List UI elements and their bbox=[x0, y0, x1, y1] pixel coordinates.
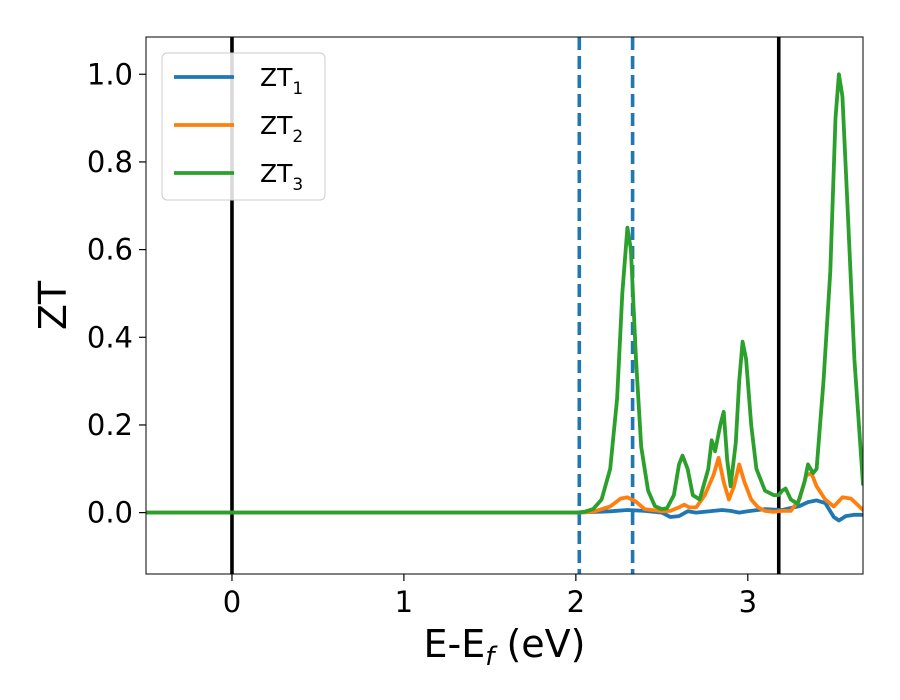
legend-label-zt3: ZT3 bbox=[260, 159, 303, 195]
y-tick-label: 0.4 bbox=[87, 320, 133, 354]
x-tick-label: 3 bbox=[739, 585, 757, 619]
x-axis-label: E-Ef (eV) bbox=[424, 622, 586, 672]
y-tick-label: 0.0 bbox=[87, 496, 133, 530]
x-tick-label: 2 bbox=[567, 585, 585, 619]
y-tick-label: 0.6 bbox=[87, 233, 133, 267]
legend-label-zt2: ZT2 bbox=[260, 111, 303, 147]
x-tick-label: 0 bbox=[223, 585, 241, 619]
legend: ZT1 ZT2 ZT3 bbox=[161, 52, 326, 201]
y-axis-ticks: 0.0 0.2 0.4 0.6 0.8 1.0 bbox=[87, 57, 146, 530]
axes-frame bbox=[145, 36, 864, 575]
x-tick-label: 1 bbox=[395, 585, 413, 619]
y-tick-label: 1.0 bbox=[87, 57, 133, 91]
series-line-zt3 bbox=[146, 72, 863, 515]
legend-box bbox=[161, 52, 326, 201]
legend-label-zt1: ZT1 bbox=[260, 63, 303, 99]
x-axis-ticks: 0 1 2 3 bbox=[223, 574, 757, 619]
y-tick-label: 0.8 bbox=[87, 145, 133, 179]
series-lines bbox=[146, 72, 863, 523]
y-axis-label: ZT bbox=[31, 280, 75, 330]
y-tick-label: 0.2 bbox=[87, 408, 133, 442]
